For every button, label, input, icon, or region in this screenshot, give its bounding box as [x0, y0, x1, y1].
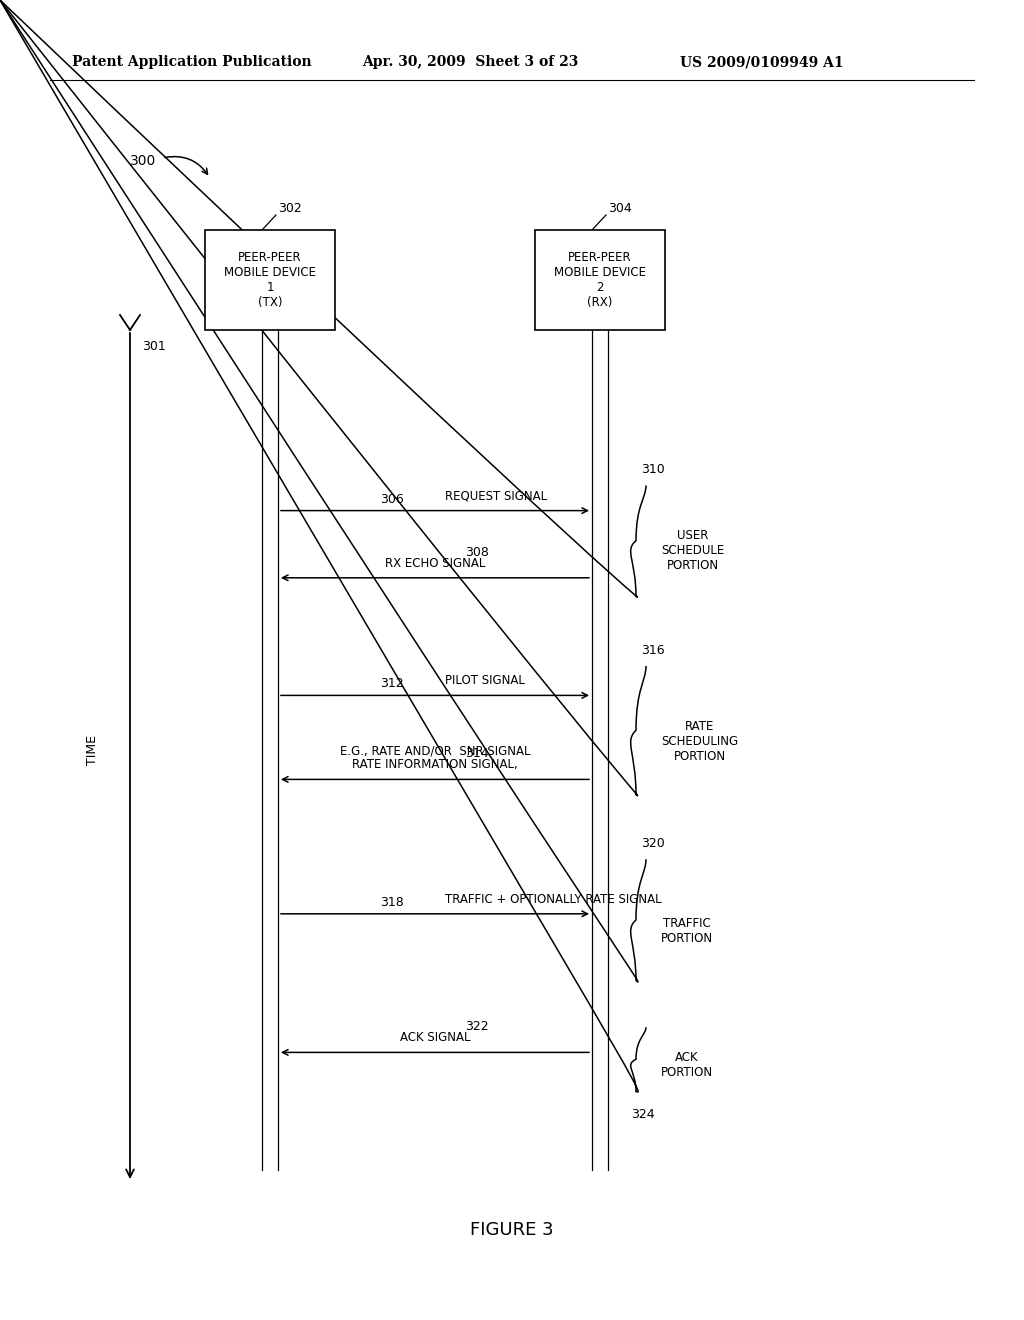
Text: 306: 306 — [380, 492, 403, 506]
Text: PEER-PEER
MOBILE DEVICE
1
(TX): PEER-PEER MOBILE DEVICE 1 (TX) — [224, 251, 316, 309]
Text: REQUEST SIGNAL: REQUEST SIGNAL — [445, 490, 547, 503]
Text: 316: 316 — [641, 644, 665, 657]
Text: 300: 300 — [130, 154, 157, 168]
Text: 302: 302 — [278, 202, 302, 215]
Text: Patent Application Publication: Patent Application Publication — [72, 55, 311, 69]
Text: 320: 320 — [641, 837, 665, 850]
Text: 312: 312 — [380, 677, 403, 690]
Text: RATE
SCHEDULING
PORTION: RATE SCHEDULING PORTION — [662, 721, 738, 763]
Text: FIGURE 3: FIGURE 3 — [470, 1221, 554, 1239]
Text: 301: 301 — [142, 341, 166, 352]
Text: E.G., RATE AND/OR  SNR SIGNAL: E.G., RATE AND/OR SNR SIGNAL — [340, 744, 530, 758]
Text: USER
SCHEDULE
PORTION: USER SCHEDULE PORTION — [662, 529, 724, 572]
Text: 304: 304 — [608, 202, 632, 215]
Text: RX ECHO SIGNAL: RX ECHO SIGNAL — [385, 557, 485, 570]
Text: Apr. 30, 2009  Sheet 3 of 23: Apr. 30, 2009 Sheet 3 of 23 — [362, 55, 579, 69]
Text: ACK SIGNAL: ACK SIGNAL — [399, 1031, 470, 1044]
Bar — [205, 230, 335, 330]
Bar — [535, 230, 665, 330]
Text: PEER-PEER
MOBILE DEVICE
2
(RX): PEER-PEER MOBILE DEVICE 2 (RX) — [554, 251, 646, 309]
Text: ACK
PORTION: ACK PORTION — [662, 1051, 713, 1078]
Text: 310: 310 — [641, 463, 665, 477]
Text: 322: 322 — [465, 1020, 488, 1034]
Text: 308: 308 — [465, 545, 488, 558]
Text: TIME: TIME — [85, 735, 98, 766]
Text: 314: 314 — [465, 747, 488, 760]
Text: PILOT SIGNAL: PILOT SIGNAL — [445, 675, 525, 688]
Text: 318: 318 — [380, 896, 403, 908]
Text: 324: 324 — [631, 1107, 654, 1121]
Text: TRAFFIC
PORTION: TRAFFIC PORTION — [662, 916, 713, 945]
Text: US 2009/0109949 A1: US 2009/0109949 A1 — [680, 55, 844, 69]
Text: TRAFFIC + OPTIONALLY RATE SIGNAL: TRAFFIC + OPTIONALLY RATE SIGNAL — [445, 892, 662, 906]
Text: RATE INFORMATION SIGNAL,: RATE INFORMATION SIGNAL, — [352, 759, 518, 771]
